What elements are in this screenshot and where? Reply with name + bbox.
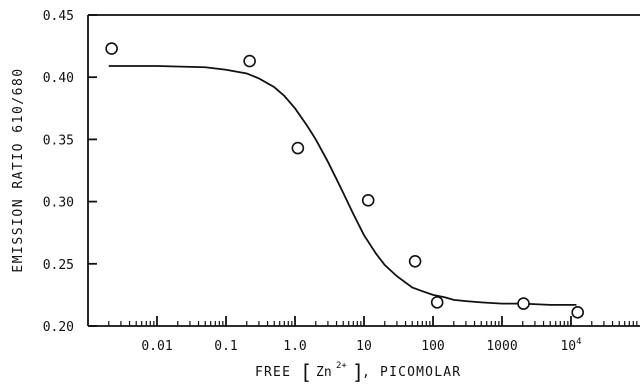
y-axis-label: EMISSION RATIO 610/680 (11, 67, 26, 272)
x-tick-label-2: 1.0 (283, 339, 306, 354)
x-axis-ticks: 0.01 0.1 1.0 10 100 1000 104 (141, 316, 582, 354)
x-axis-minor-ticks (108, 321, 638, 326)
y-tick-label-0: 0.20 (43, 320, 74, 335)
data-points (105, 42, 584, 319)
y-tick-label-1: 0.25 (43, 258, 74, 273)
data-point-7 (571, 306, 584, 319)
y-tick-label-4: 0.40 (43, 71, 74, 86)
data-point-4 (408, 255, 422, 268)
x-tick-label-6: 104 (560, 337, 581, 354)
y-tick-label-5: 0.45 (43, 9, 74, 24)
x-axis-label-charge: 2+ (336, 361, 347, 371)
x-tick-label-3: 10 (356, 339, 372, 354)
x-tick-label-0: 0.01 (141, 339, 172, 354)
data-point-0 (105, 42, 118, 55)
svg-text:, PICOMOLAR: , PICOMOLAR (362, 365, 461, 380)
x-tick-label-exponent-6: 4 (576, 337, 581, 347)
fit-curve (108, 65, 577, 306)
data-point-2 (291, 141, 305, 155)
svg-text:FREE: FREE (255, 365, 291, 380)
svg-text:Zn: Zn (316, 365, 332, 380)
data-point-1 (243, 54, 256, 68)
x-axis-label-suffix: , PICOMOLAR (362, 365, 461, 380)
x-tick-label-4: 100 (421, 339, 444, 354)
right-bracket: ] (352, 360, 364, 384)
x-tick-label-5: 1000 (486, 339, 517, 354)
x-tick-label-1: 0.1 (214, 339, 237, 354)
data-point-3 (361, 194, 375, 207)
x-axis-label: FREE [ Zn 2+ ] , PICOMOLAR (255, 360, 461, 384)
svg-text:2+: 2+ (336, 361, 347, 371)
data-point-6 (517, 297, 530, 310)
y-tick-label-3: 0.35 (43, 133, 74, 148)
x-axis-label-ion: Zn (316, 365, 332, 380)
x-axis-label-prefix: FREE (255, 365, 291, 380)
y-axis-ticks: 0.20 0.25 0.30 0.35 0.40 0.45 (43, 9, 97, 335)
left-bracket: [ (300, 360, 312, 384)
y-tick-label-2: 0.30 (43, 196, 74, 211)
data-point-5 (430, 296, 444, 309)
